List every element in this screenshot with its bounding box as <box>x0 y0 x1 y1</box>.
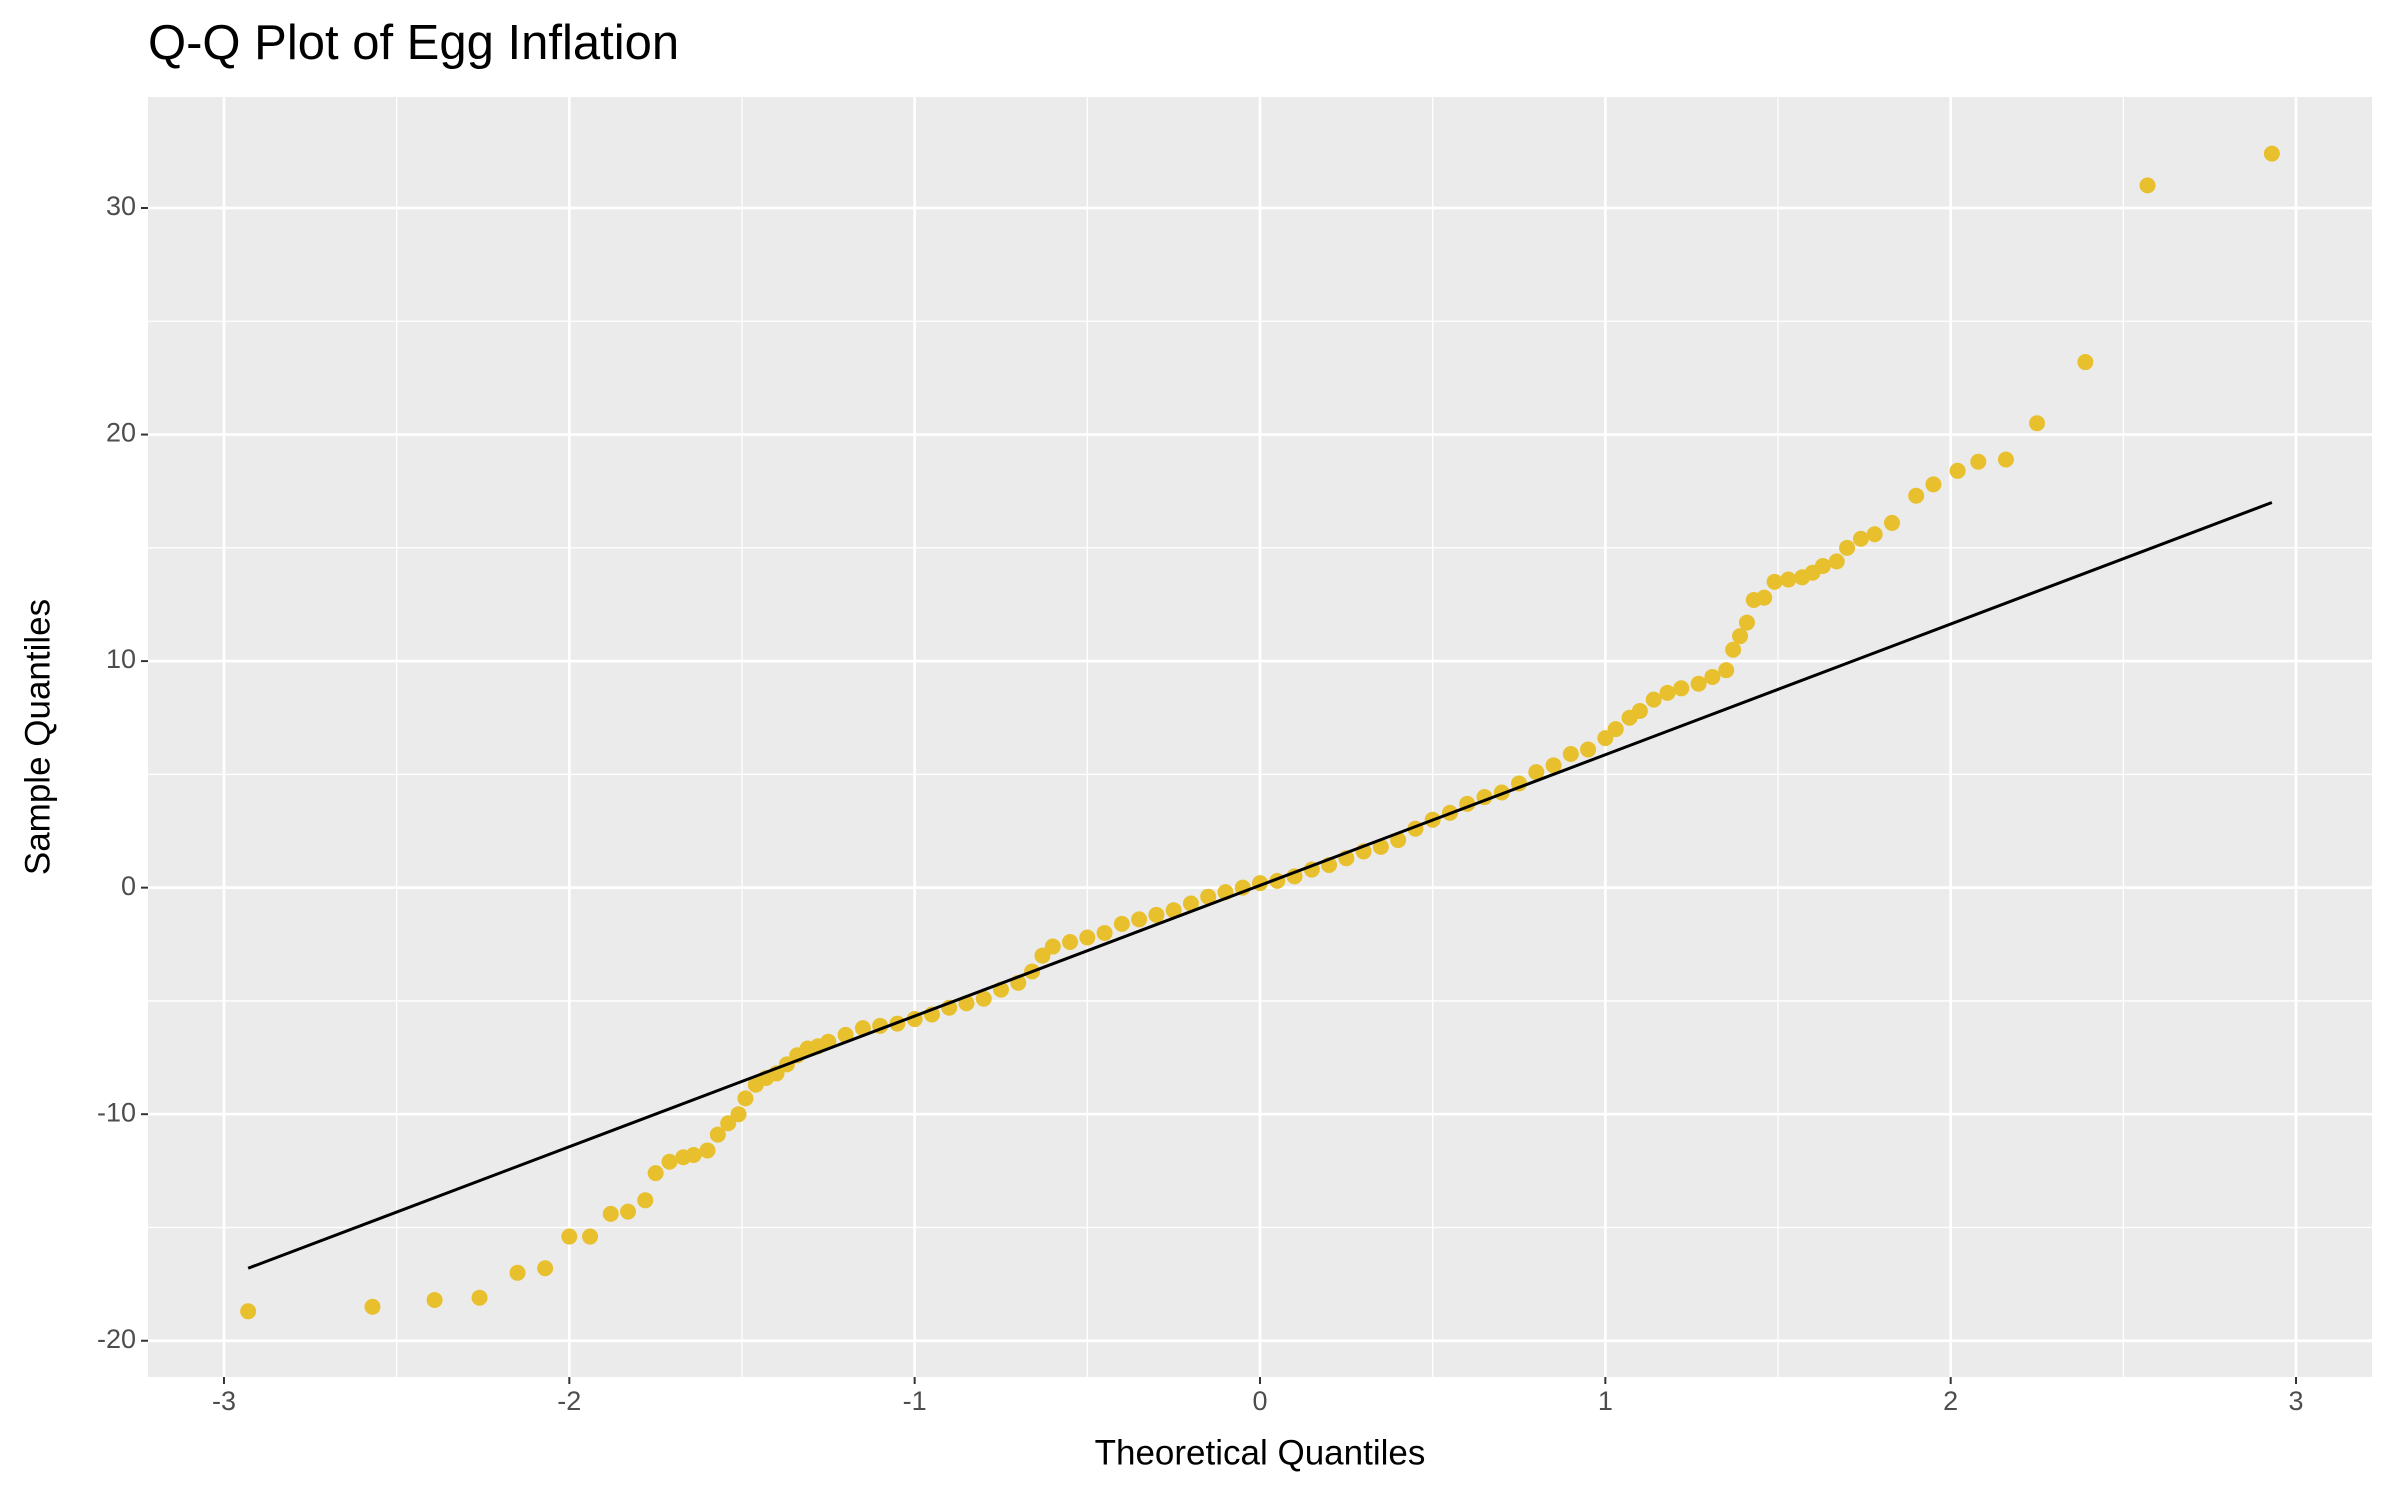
point <box>1866 526 1883 543</box>
point <box>1580 741 1597 758</box>
point <box>1113 915 1130 932</box>
point <box>737 1090 754 1107</box>
point <box>1673 680 1690 697</box>
point <box>709 1126 726 1143</box>
point <box>1883 514 1900 531</box>
point <box>1562 745 1579 762</box>
point <box>1659 684 1676 701</box>
point <box>620 1203 637 1220</box>
point <box>1182 895 1199 912</box>
point <box>699 1142 716 1159</box>
point <box>364 1298 381 1315</box>
point <box>1545 757 1562 774</box>
point <box>1034 947 1051 964</box>
x-tick-label: -3 <box>212 1386 236 1416</box>
point <box>720 1115 737 1132</box>
x-tick-label: 0 <box>1252 1386 1267 1416</box>
point <box>537 1260 554 1277</box>
x-tick-label: -2 <box>557 1386 581 1416</box>
point <box>582 1228 599 1245</box>
point <box>1756 589 1773 606</box>
point <box>1645 691 1662 708</box>
point <box>471 1289 488 1306</box>
point <box>685 1146 702 1163</box>
x-tick-label: 1 <box>1598 1386 1613 1416</box>
point <box>1738 614 1755 631</box>
y-axis-title: Sample Quantiles <box>18 599 57 875</box>
point <box>561 1228 578 1245</box>
point <box>1372 838 1389 855</box>
point <box>730 1106 747 1123</box>
point <box>509 1264 526 1281</box>
y-tick-label: 30 <box>106 191 136 221</box>
y-tick-label: -10 <box>97 1097 136 1127</box>
x-axis-title: Theoretical Quantiles <box>1095 1433 1426 1472</box>
point <box>1165 902 1182 919</box>
point <box>1062 934 1079 951</box>
point <box>837 1026 854 1043</box>
point <box>1997 451 2014 468</box>
point <box>854 1020 871 1037</box>
point <box>1970 453 1987 470</box>
y-tick-label: -20 <box>97 1324 136 1354</box>
point <box>1079 929 1096 946</box>
x-tick-label: -1 <box>903 1386 927 1416</box>
reference-line <box>247 501 2273 1270</box>
y-tick-label: 0 <box>121 871 136 901</box>
point <box>1725 641 1742 658</box>
point <box>1704 668 1721 685</box>
x-tick-label: 2 <box>1943 1386 1958 1416</box>
chart-title: Q-Q Plot of Egg Inflation <box>148 16 679 70</box>
point <box>661 1153 678 1170</box>
point <box>1852 530 1869 547</box>
point <box>2263 145 2280 162</box>
y-tick-label: 10 <box>106 644 136 674</box>
point <box>1131 911 1148 928</box>
point <box>1839 539 1856 556</box>
point <box>647 1165 664 1182</box>
point <box>1908 487 1925 504</box>
point <box>2029 415 2046 432</box>
point <box>240 1303 257 1320</box>
point <box>637 1192 654 1209</box>
point <box>2139 177 2156 194</box>
point <box>1828 553 1845 570</box>
point <box>1597 730 1614 747</box>
point <box>426 1291 443 1308</box>
point <box>1780 571 1797 588</box>
point <box>602 1205 619 1222</box>
point <box>1096 924 1113 941</box>
x-tick-label: 3 <box>2289 1386 2304 1416</box>
point <box>1925 476 1942 493</box>
point <box>1528 764 1545 781</box>
point <box>975 990 992 1007</box>
point <box>1718 662 1735 679</box>
y-tick-label: 20 <box>106 418 136 448</box>
point <box>2077 354 2094 371</box>
point <box>1690 675 1707 692</box>
point <box>1044 938 1061 955</box>
point <box>1732 628 1749 645</box>
point <box>1631 702 1648 719</box>
point <box>1949 462 1966 479</box>
point <box>1607 721 1624 738</box>
point <box>1814 557 1831 574</box>
point <box>1766 573 1783 590</box>
point <box>1148 906 1165 923</box>
point <box>1200 888 1217 905</box>
